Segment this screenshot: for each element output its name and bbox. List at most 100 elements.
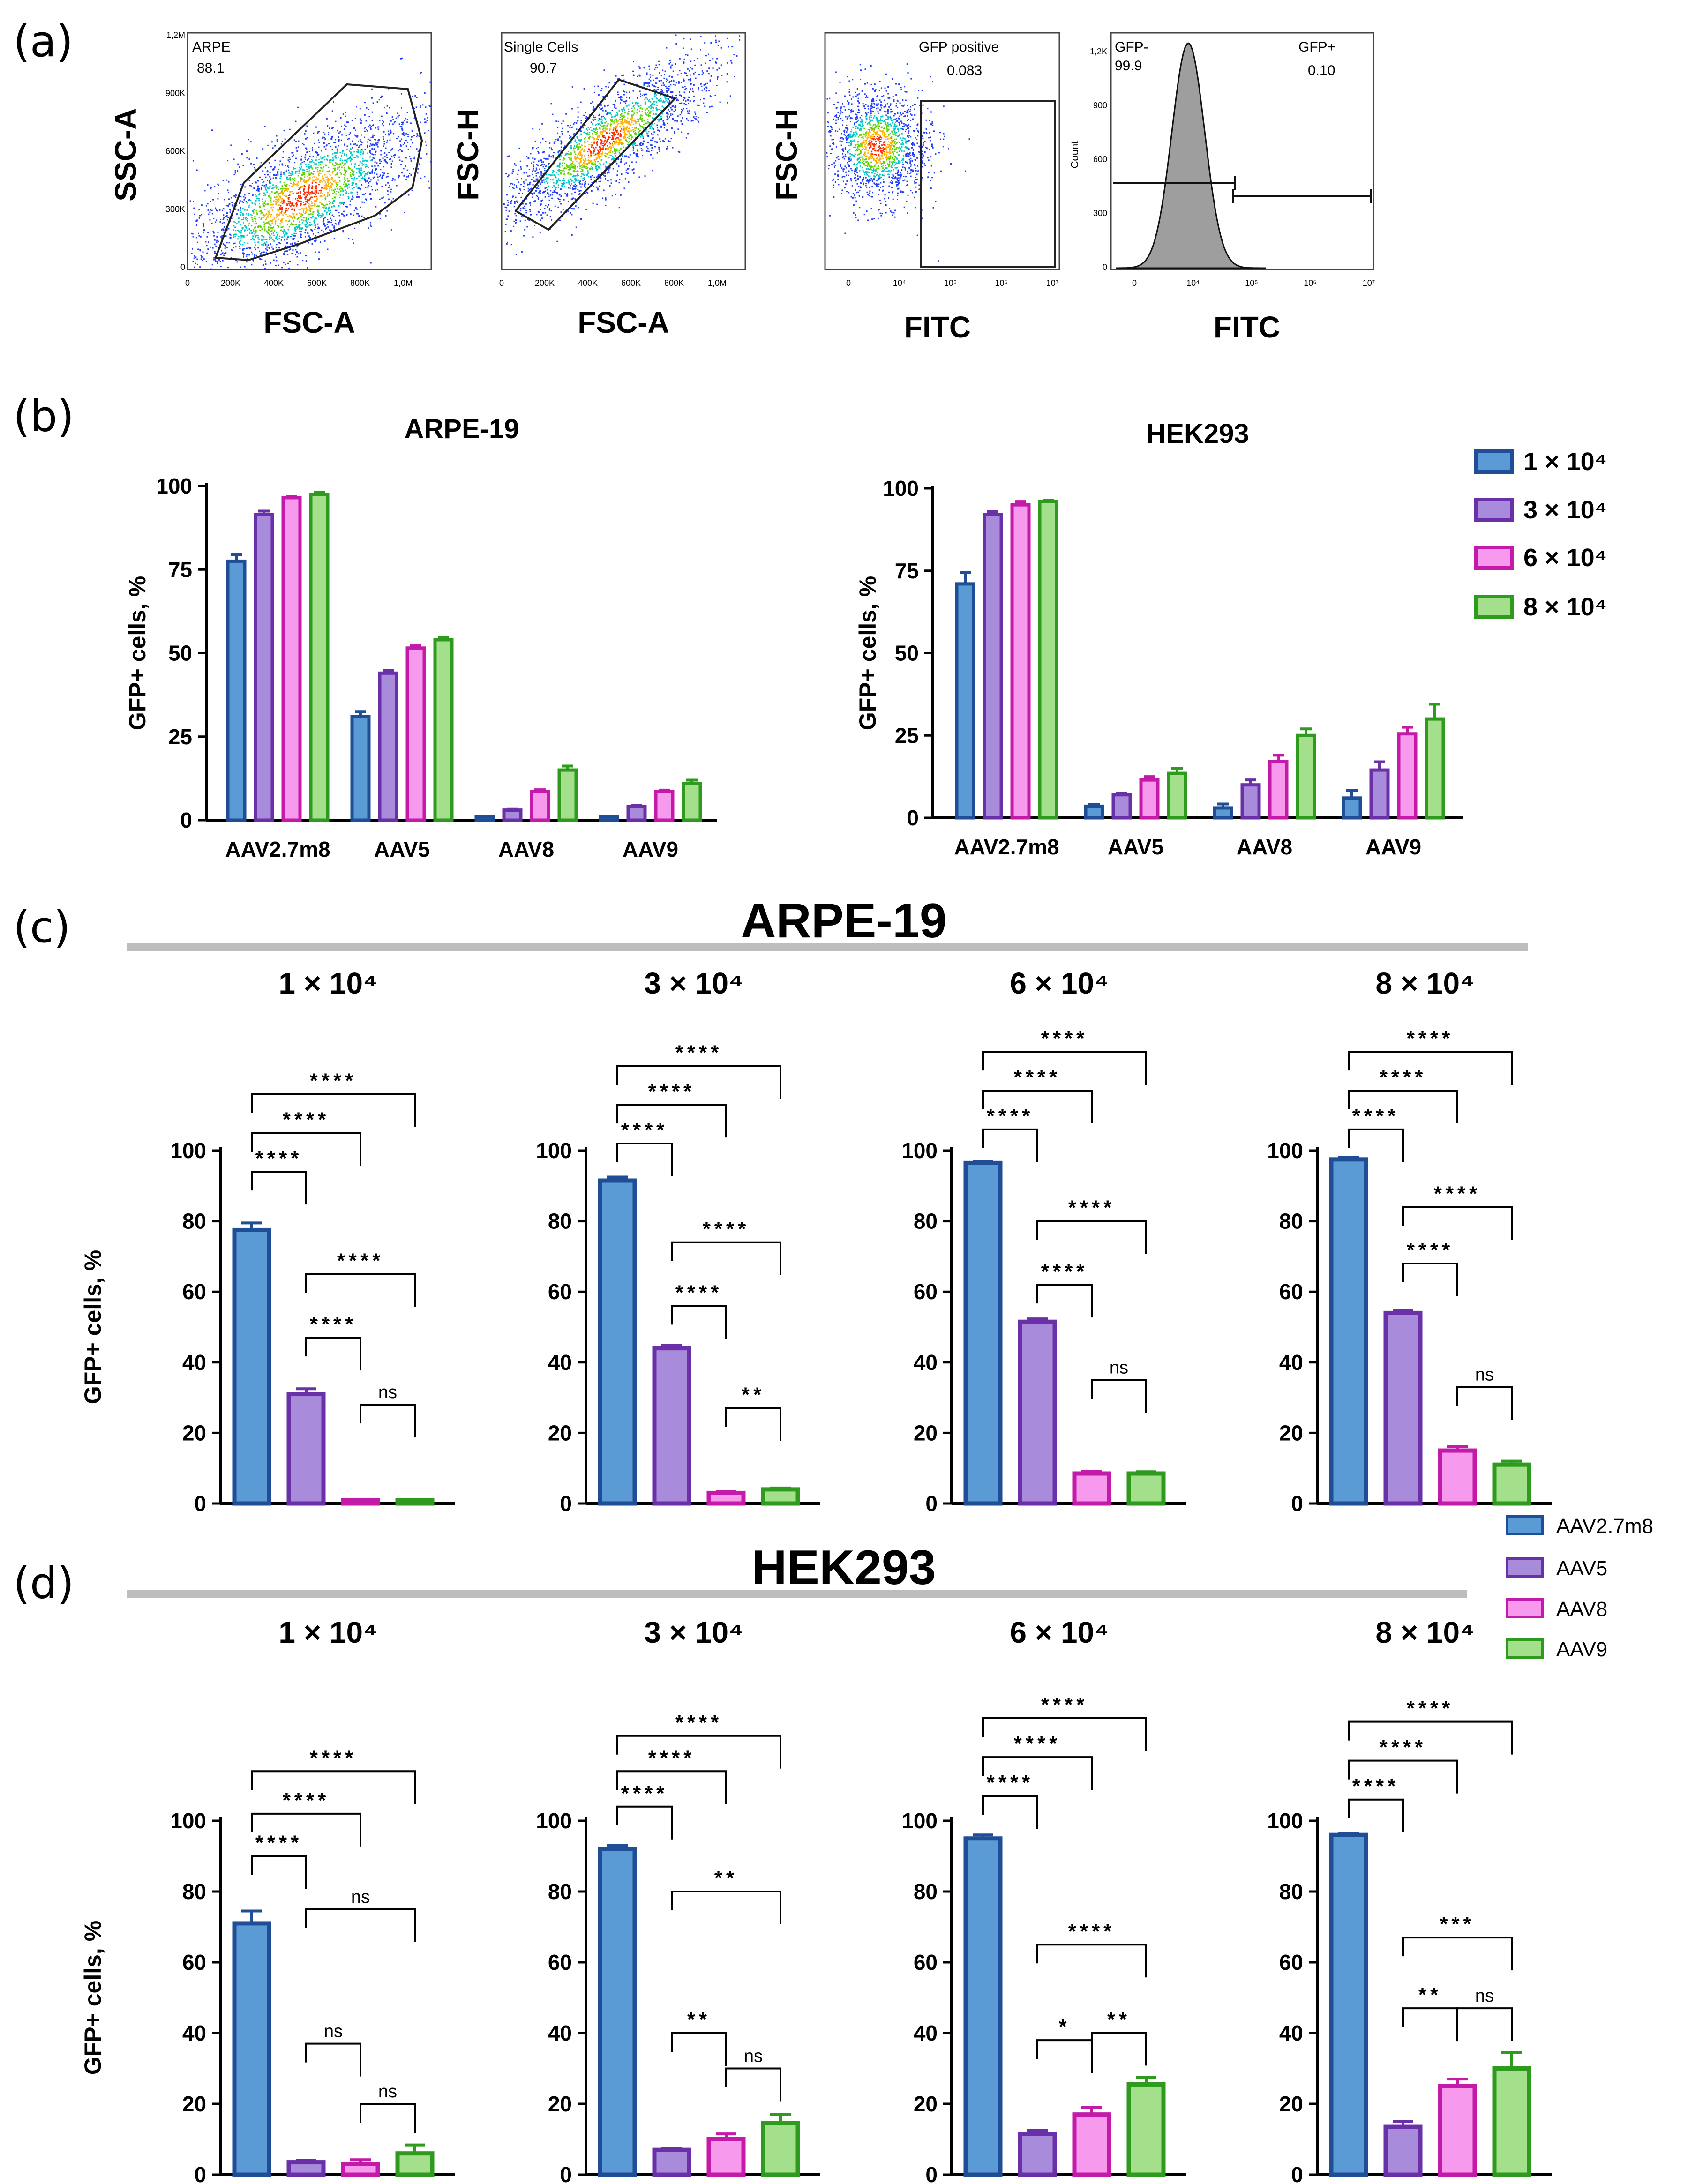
chart-d2-bracket-5 xyxy=(725,2067,781,2102)
flow-plot-1: ARPE 88.1 SSC-A FSC-A 1,2M 900K 600K 300K 00… xyxy=(109,30,432,339)
chart-c3-bar-0 xyxy=(963,1160,1003,1506)
chart-d2-sig-label-2: **** xyxy=(675,1711,723,1734)
flow4-ytick-0: 1,2K xyxy=(1090,47,1107,56)
chart-d3-bracket-3 xyxy=(1036,2039,1093,2073)
flow3-xtick-3: 10⁶ xyxy=(995,278,1008,288)
chart-b1-bar-0-0 xyxy=(226,559,247,822)
flow1-ytick-2: 600K xyxy=(165,147,185,156)
flow2-xtick-3: 600K xyxy=(621,278,641,288)
chart-c3-bracket-4 xyxy=(1036,1220,1147,1254)
chart-d4-bar-2 xyxy=(1438,2084,1477,2177)
chart-c2-bar-0 xyxy=(598,1178,637,1506)
chart-b2-bar-3-1 xyxy=(1369,768,1390,820)
flow1-xtick-4: 800K xyxy=(350,278,370,288)
chart-b1-ytick-label-2: 50 xyxy=(168,641,192,666)
chart-d4-bracket-2 xyxy=(1348,1720,1513,1755)
chart-c3-bracket-1 xyxy=(982,1089,1093,1123)
chart-d1-bar-1 xyxy=(286,2160,326,2177)
chart-b2-bar-0-0 xyxy=(955,582,975,820)
chart-d1-bar-0 xyxy=(232,1921,271,2177)
chart-d1-ytick-label-1: 20 xyxy=(182,2092,206,2116)
chart-d1-sig-label-0: **** xyxy=(255,1832,303,1855)
gate-gfp-name: GFP positive xyxy=(919,39,999,55)
gate-gfp-neg-value: 99.9 xyxy=(1115,58,1142,74)
flow-plot-3-dots xyxy=(826,63,970,262)
panel-label-d: (d) xyxy=(13,1558,74,1608)
chart-c4-bracket-0 xyxy=(1348,1128,1404,1162)
chart-c4-ytick-label-5: 100 xyxy=(1267,1138,1303,1163)
chart-b1-bar-2-2 xyxy=(530,790,550,822)
chart-b2-category-2: AAV8 xyxy=(1237,835,1292,859)
chart-d3-ytick-label-5: 100 xyxy=(901,1809,938,1833)
panel-label-b: (b) xyxy=(13,391,74,441)
chart-b2-bar-1-3 xyxy=(1167,771,1187,820)
flow-plot-3-ylabel: FSC-H xyxy=(770,109,803,201)
flow-plot-1-dots xyxy=(189,57,432,270)
chart-c4-sig-label-5: ns xyxy=(1475,1365,1494,1385)
chart-d1-bracket-1 xyxy=(251,1812,361,1847)
section-d-rule xyxy=(127,1590,1467,1598)
chart-b2-bar-0-2 xyxy=(1010,503,1031,820)
chart-d1-bracket-4 xyxy=(305,1908,416,1942)
flow3-xtick-0: 0 xyxy=(846,278,851,288)
chart-d2-title: 3 × 10⁴ xyxy=(644,1616,743,1649)
chart-d4-ytick-label-0: 0 xyxy=(1291,2162,1303,2184)
chart-d3-sig-label-3: * xyxy=(1058,2015,1070,2038)
chart-d4-ytick-label-3: 60 xyxy=(1279,1950,1303,1975)
chart-c4-sig-label-0: **** xyxy=(1352,1105,1400,1128)
gate-single-value: 90.7 xyxy=(530,60,557,76)
chart-d4-ytick-label-2: 40 xyxy=(1279,2021,1303,2045)
chart-c3-sig-label-2: **** xyxy=(1041,1027,1088,1050)
chart-c2-bar-1 xyxy=(652,1346,691,1506)
chart-b2-bar-2-1 xyxy=(1240,783,1261,820)
chart-c2-bracket-2 xyxy=(616,1065,781,1099)
chart-d2-bar-2 xyxy=(706,2137,746,2177)
chart-c3-sig-label-4: **** xyxy=(1068,1197,1116,1219)
chart-c2-bar-2 xyxy=(706,1490,746,1506)
chart-d3-title: 6 × 10⁴ xyxy=(1010,1616,1109,1649)
gate-single-cells xyxy=(514,78,677,231)
chart-b1-bar-1-1 xyxy=(378,671,398,822)
chart-b2-bar-1-1 xyxy=(1111,793,1132,820)
chart-b1-category-2: AAV8 xyxy=(498,837,554,861)
chart-d2-bar-1 xyxy=(652,2147,691,2177)
chart-c-8e4: 8 × 10⁴ 0 20 40 60 80 100 **** **** **** **** **** n… xyxy=(1267,966,1552,1516)
chart-b1-category-1: AAV5 xyxy=(374,837,430,861)
chart-c2-bracket-0 xyxy=(616,1142,673,1176)
chart-b1-category-3: AAV9 xyxy=(623,837,678,861)
chart-c4-sig-label-2: **** xyxy=(1407,1027,1454,1050)
flow-plot-2: Single Cells 90.7 FSC-H FSC-A 0 200K 400K 6… xyxy=(451,32,746,339)
chart-c3-ytick-label-0: 0 xyxy=(925,1491,938,1516)
chart-d3-bar-1 xyxy=(1018,2132,1057,2177)
flow3-xtick-4: 10⁷ xyxy=(1046,278,1059,288)
chart-d3-ytick-label-0: 0 xyxy=(925,2162,938,2184)
chart-c4-ytick-label-4: 80 xyxy=(1279,1209,1303,1234)
chart-c3-ytick-label-2: 40 xyxy=(914,1350,938,1375)
chart-c3-bracket-0 xyxy=(982,1128,1038,1162)
chart-c1-ylabel: GFP+ cells, % xyxy=(80,1250,106,1404)
chart-c4-sig-label-1: **** xyxy=(1380,1066,1427,1089)
chart-c2-ytick-label-4: 80 xyxy=(548,1209,572,1234)
chart-b1-bar-0-1 xyxy=(254,513,274,822)
chart-d2-bracket-1 xyxy=(616,1770,727,1804)
chart-b2-category-3: AAV9 xyxy=(1365,835,1421,859)
chart-c2-sig-label-3: **** xyxy=(675,1281,723,1304)
chart-c3-bracket-5 xyxy=(1091,1379,1147,1413)
legend-d-swatch-0 xyxy=(1506,1515,1544,1535)
legend-b-swatch-3 xyxy=(1474,595,1514,619)
chart-c4-ytick-label-0: 0 xyxy=(1291,1491,1303,1516)
chart-c2-ytick-label-5: 100 xyxy=(536,1138,572,1163)
gate-arpe-name: ARPE xyxy=(192,39,231,55)
chart-d4-bracket-4 xyxy=(1402,1937,1513,1971)
chart-c2-ytick-label-0: 0 xyxy=(560,1491,572,1516)
chart-c1-sig-label-3: **** xyxy=(310,1313,357,1336)
chart-c2-sig-label-2: **** xyxy=(675,1041,723,1064)
chart-d4-bar-0 xyxy=(1329,1832,1368,2177)
chart-c4-ytick-label-2: 40 xyxy=(1279,1350,1303,1375)
chart-c1-sig-label-0: **** xyxy=(255,1147,303,1170)
legend-b-swatch-0 xyxy=(1474,449,1514,474)
chart-c4-sig-label-4: **** xyxy=(1434,1182,1481,1205)
flow-cytometry-panel: ARPE 88.1 SSC-A FSC-A 1,2M900K600K300K00… xyxy=(109,30,1375,344)
